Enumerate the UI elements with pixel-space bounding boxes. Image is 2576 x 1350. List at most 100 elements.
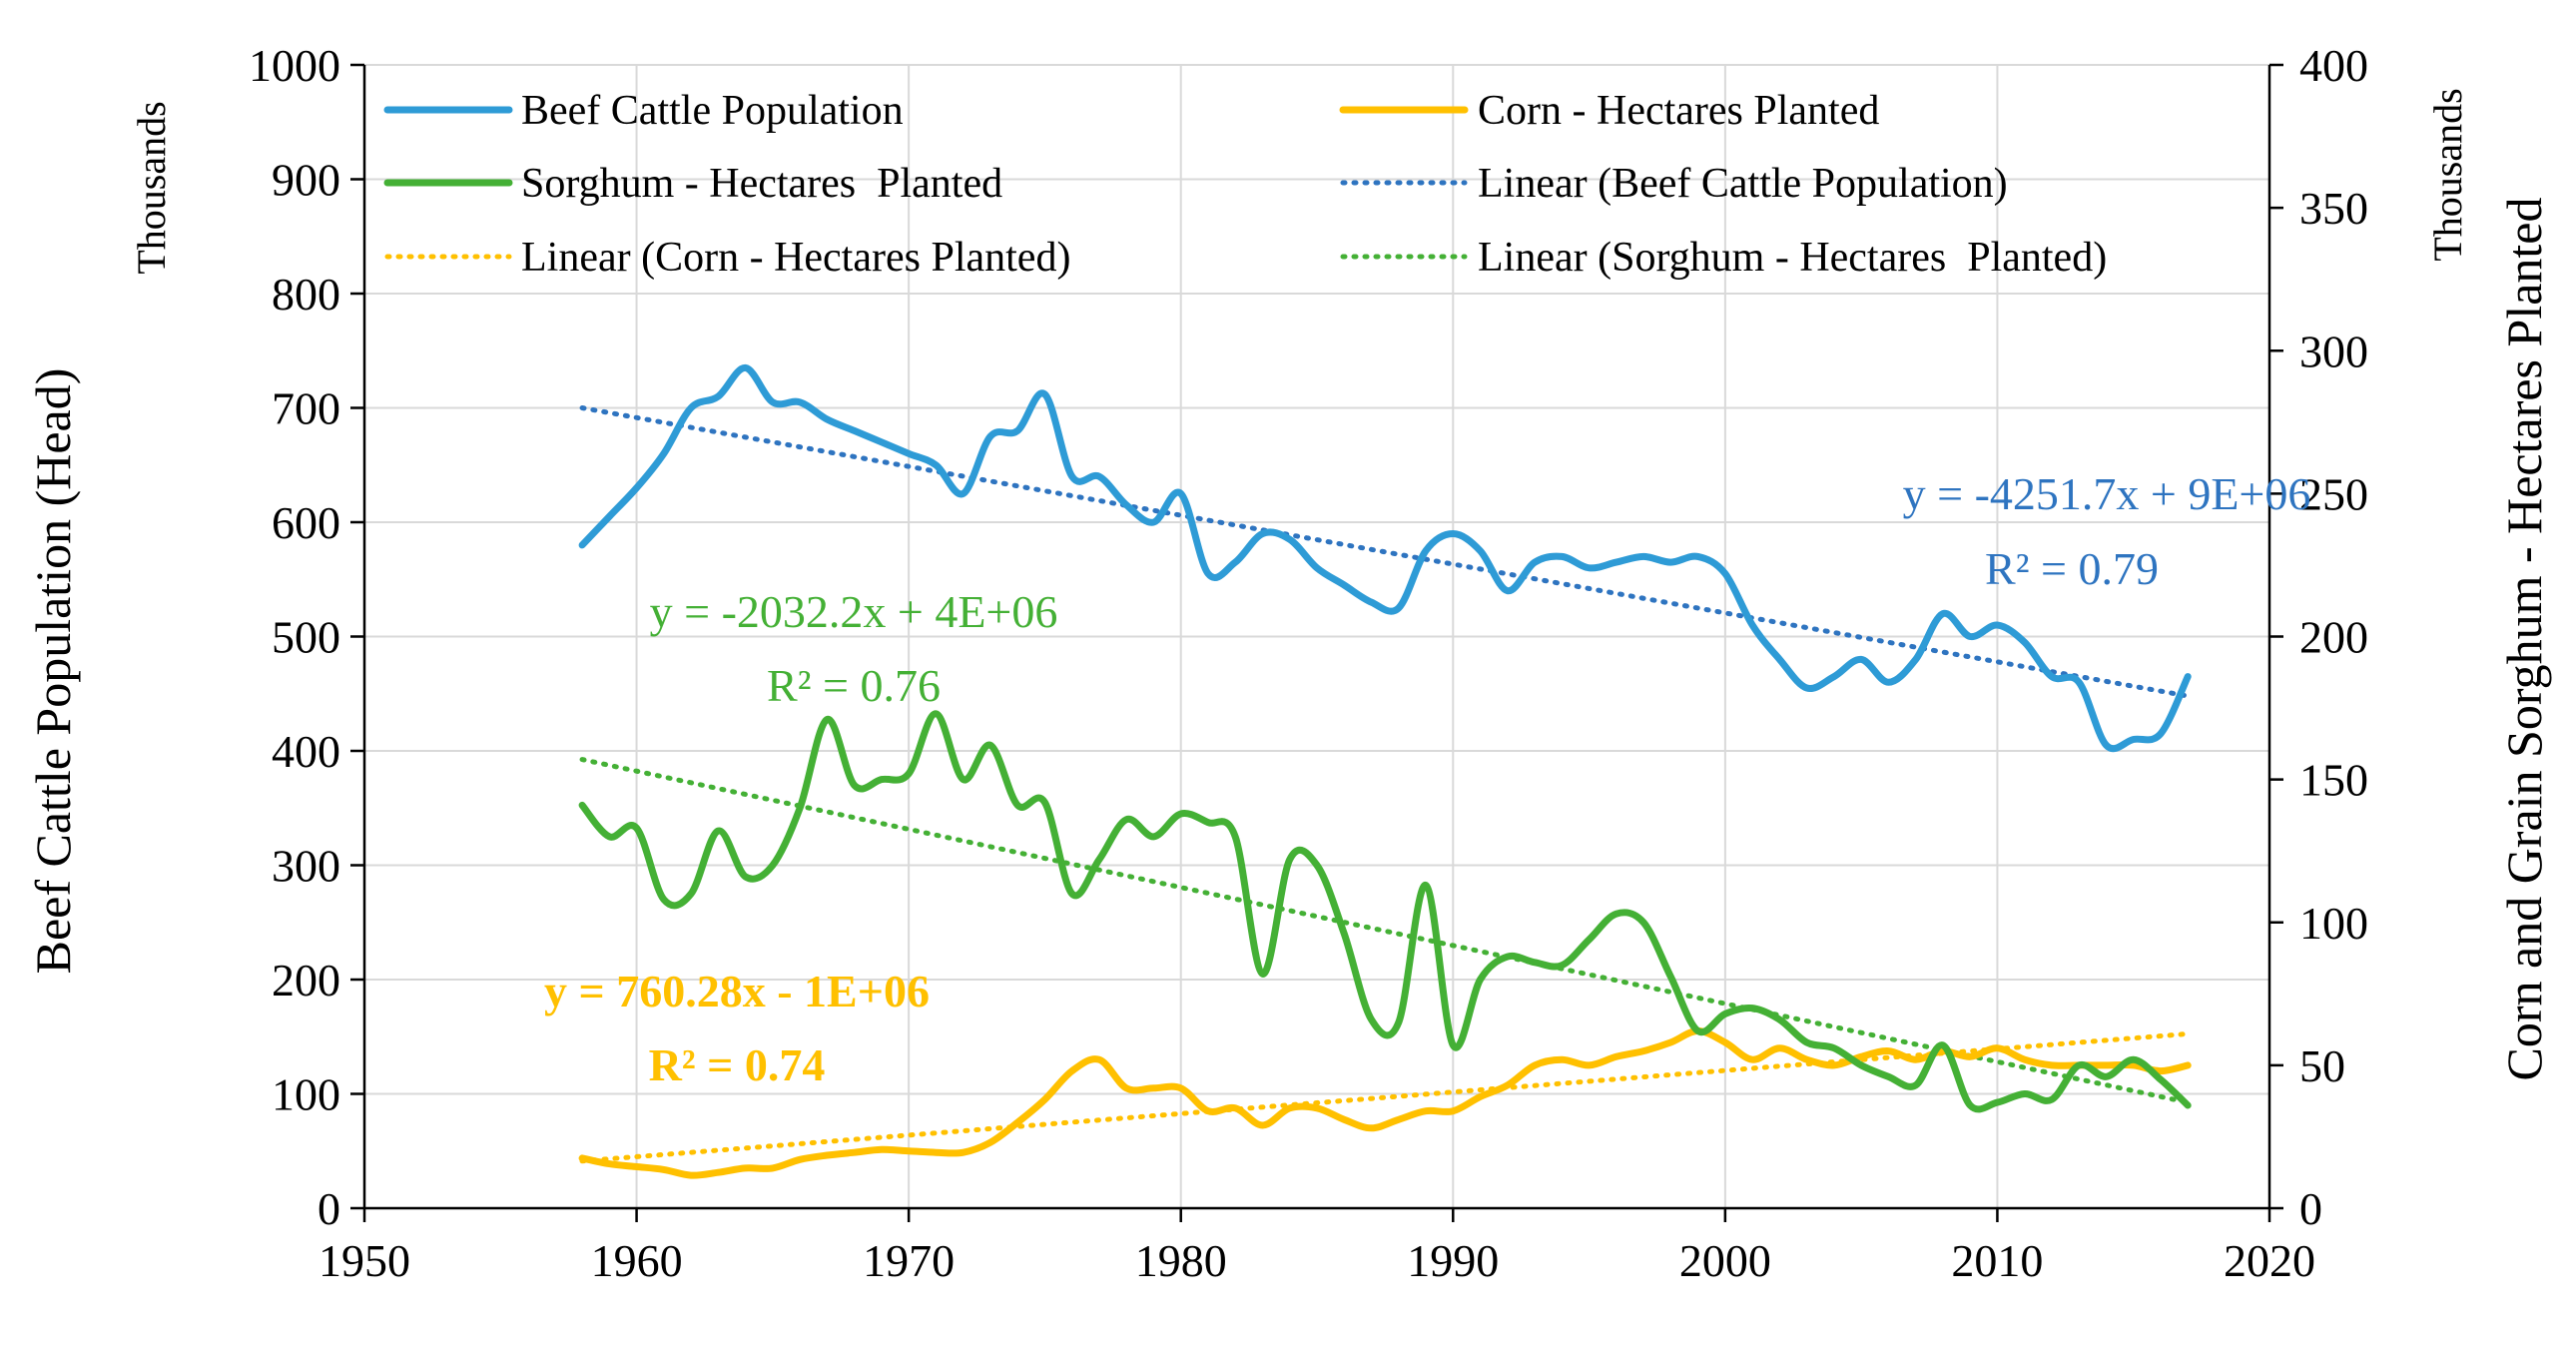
data-point-sorghum — [1721, 1010, 1729, 1017]
data-point-beef — [742, 363, 750, 371]
legend-item-beef-trend: Linear (Beef Cattle Population) — [1340, 161, 2008, 207]
data-point-corn — [1666, 1038, 1674, 1046]
data-point-corn — [823, 1151, 831, 1159]
data-point-beef — [1422, 547, 1430, 555]
data-point-beef — [823, 415, 831, 423]
data-point-beef — [1340, 581, 1348, 589]
x-tick-label: 1950 — [319, 1235, 410, 1286]
data-point-sorghum — [851, 781, 859, 789]
data-point-sorghum — [2103, 1072, 2111, 1080]
data-point-beef — [1095, 472, 1103, 480]
legend-item-corn: Corn - Hectares Planted — [1339, 88, 1879, 134]
annotation-sorghum-equation: y = -2032.2x + 4E+06 — [650, 586, 1058, 637]
data-point-corn — [2048, 1061, 2056, 1069]
data-point-beef — [1395, 604, 1403, 612]
data-point-sorghum — [1095, 856, 1103, 864]
data-point-corn — [1586, 1061, 1594, 1069]
data-point-sorghum — [823, 716, 831, 724]
data-point-sorghum — [1939, 1041, 1947, 1049]
data-point-sorghum — [1993, 1098, 2001, 1106]
data-point-corn — [1830, 1061, 1838, 1069]
annotation-beef-equation: y = -4251.7x + 9E+06 — [1903, 468, 2311, 519]
data-point-beef — [714, 392, 722, 400]
data-point-beef — [1177, 489, 1185, 497]
data-point-beef — [578, 541, 586, 549]
data-point-sorghum — [1313, 862, 1321, 870]
data-point-sorghum — [1531, 959, 1539, 967]
data-point-beef — [1666, 558, 1674, 566]
data-point-sorghum — [1340, 930, 1348, 938]
legend-label-beef: Beef Cattle Population — [521, 88, 904, 134]
data-point-corn — [1748, 1055, 1756, 1063]
data-point-beef — [1993, 621, 2001, 629]
data-point-corn — [2184, 1061, 2192, 1069]
data-point-sorghum — [2130, 1055, 2138, 1063]
data-point-corn — [1884, 1047, 1892, 1055]
data-point-beef — [1040, 390, 1048, 398]
data-point-sorghum — [2184, 1101, 2192, 1109]
y-right-tick-label: 150 — [2299, 755, 2368, 806]
data-point-beef — [1449, 530, 1457, 538]
data-point-corn — [769, 1164, 777, 1172]
data-point-sorghum — [1803, 1038, 1811, 1046]
legend-item-sorghum-trend: Linear (Sorghum - Hectares Planted) — [1340, 235, 2107, 281]
data-point-sorghum — [878, 776, 886, 784]
data-point-sorghum — [1884, 1072, 1892, 1080]
data-point-sorghum — [1966, 1101, 1974, 1109]
data-point-corn — [960, 1148, 967, 1156]
y-right-tick-label: 400 — [2299, 40, 2368, 91]
data-point-beef — [1612, 558, 1620, 566]
data-point-sorghum — [1912, 1081, 1920, 1089]
x-tick-label: 2020 — [2224, 1235, 2315, 1286]
series-line-corn — [578, 1027, 2192, 1179]
data-point-beef — [932, 461, 940, 469]
data-point-sorghum — [1286, 856, 1294, 864]
data-point-sorghum — [1150, 833, 1158, 841]
data-point-sorghum — [1639, 919, 1647, 927]
data-point-sorghum — [714, 827, 722, 835]
data-point-corn — [1639, 1047, 1647, 1055]
data-point-beef — [1694, 552, 1702, 560]
y-left-tick-label: 700 — [272, 383, 340, 434]
data-point-beef — [851, 426, 859, 434]
data-point-sorghum — [2157, 1075, 2165, 1083]
y-left-tick-label: 0 — [318, 1183, 340, 1234]
data-point-corn — [687, 1171, 695, 1179]
trendline-corn — [579, 1030, 2191, 1164]
data-point-corn — [1095, 1055, 1103, 1063]
data-point-beef — [1204, 570, 1212, 578]
data-point-beef — [2103, 741, 2111, 749]
data-point-beef — [1477, 547, 1485, 555]
data-point-corn — [1013, 1118, 1021, 1126]
y-left-tick-label: 300 — [272, 841, 340, 892]
data-point-corn — [1122, 1084, 1130, 1092]
data-point-beef — [1586, 564, 1594, 572]
data-point-beef — [1939, 610, 1947, 618]
data-point-sorghum — [1231, 833, 1239, 841]
data-point-beef — [2075, 678, 2083, 686]
y-left-tick-label: 200 — [272, 955, 340, 1006]
data-point-beef — [1259, 530, 1267, 538]
data-point-corn — [796, 1155, 804, 1163]
data-point-sorghum — [2048, 1095, 2056, 1103]
data-point-beef — [1013, 426, 1021, 434]
annotation-corn-r2: R² = 0.74 — [649, 1039, 826, 1090]
data-point-beef — [1313, 564, 1321, 572]
y-left-tick-label: 400 — [272, 726, 340, 777]
data-point-sorghum — [905, 770, 913, 778]
data-point-beef — [2130, 736, 2138, 744]
data-point-corn — [1286, 1104, 1294, 1112]
data-point-beef — [1122, 501, 1130, 509]
data-point-sorghum — [932, 710, 940, 718]
y-left-tick-label: 500 — [272, 612, 340, 663]
x-tick-label: 1960 — [591, 1235, 683, 1286]
data-point-sorghum — [960, 776, 967, 784]
data-point-corn — [986, 1138, 994, 1146]
data-point-beef — [1558, 552, 1566, 560]
annotation-beef: y = -4251.7x + 9E+06 R² = 0.79 — [1903, 468, 2311, 594]
data-point-corn — [1150, 1084, 1158, 1092]
data-point-sorghum — [2075, 1061, 2083, 1069]
data-point-corn — [742, 1164, 750, 1172]
y-right-axis-title: Corn and Grain Sorghum - Hectares Plante… — [2496, 198, 2552, 1081]
